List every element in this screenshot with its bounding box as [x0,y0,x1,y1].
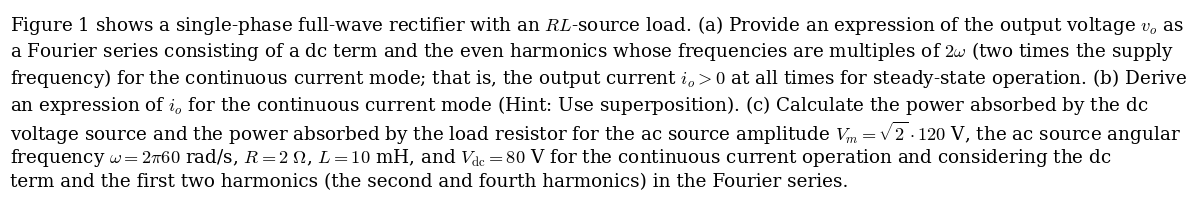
Text: term and the first two harmonics (the second and fourth harmonics) in the Fourie: term and the first two harmonics (the se… [10,173,848,191]
Text: frequency) for the continuous current mode; that is, the output current $i_o > 0: frequency) for the continuous current mo… [10,67,1187,90]
Text: voltage source and the power absorbed by the load resistor for the ac source amp: voltage source and the power absorbed by… [10,120,1181,147]
Text: a Fourier series consisting of a dc term and the even harmonics whose frequencie: a Fourier series consisting of a dc term… [10,40,1174,63]
Text: frequency $\omega = 2\pi 60$ rad/s, $R = 2\ \Omega$, $L = 10$ mH, and $V_{\mathr: frequency $\omega = 2\pi 60$ rad/s, $R =… [10,147,1111,169]
Text: Figure 1 shows a single-phase full-wave rectifier with an $\mathit{RL}$-source l: Figure 1 shows a single-phase full-wave … [10,14,1184,37]
Text: an expression of $i_o$ for the continuous current mode (Hint: Use superposition): an expression of $i_o$ for the continuou… [10,94,1148,117]
